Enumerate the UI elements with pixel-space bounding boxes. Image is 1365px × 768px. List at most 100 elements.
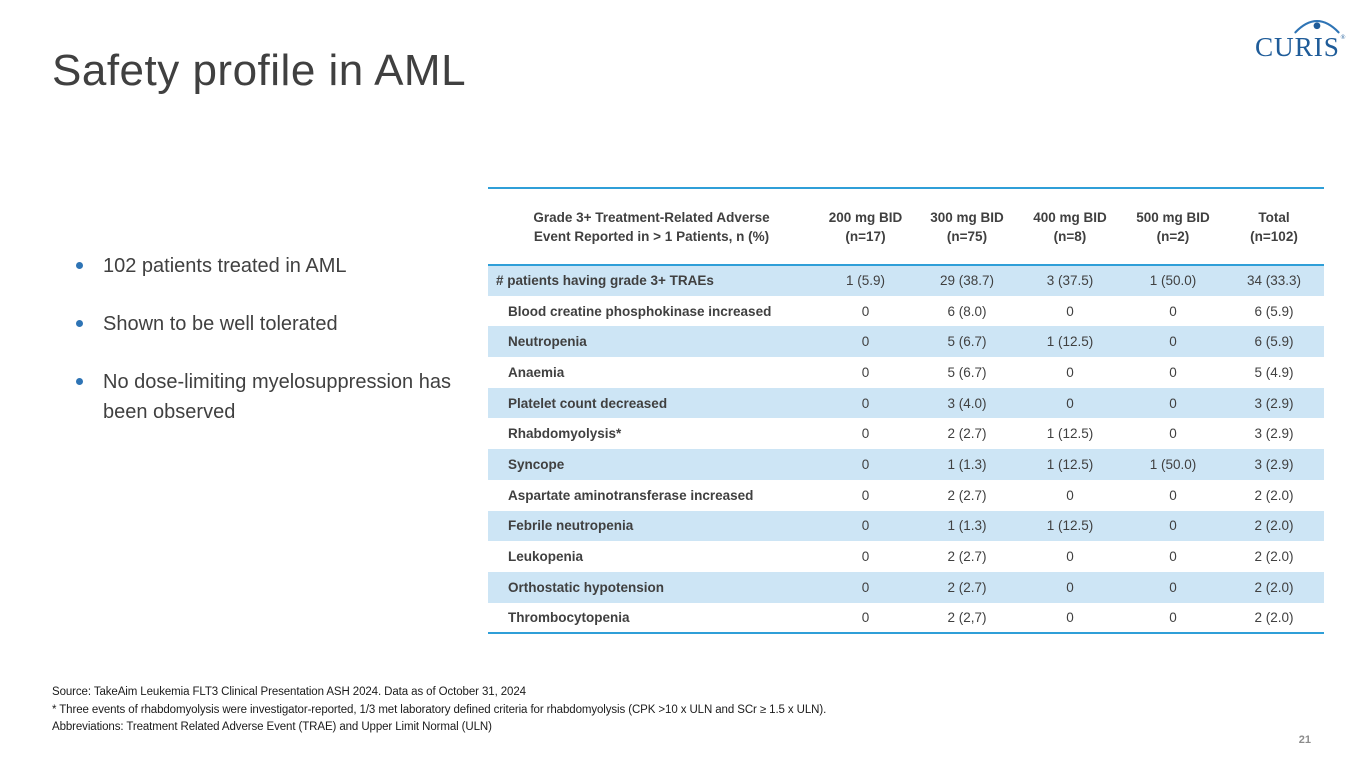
cell-value: 0 <box>1169 609 1177 625</box>
bullet-item: 102 patients treated in AML <box>76 251 476 281</box>
column-header-400mg: 400 mg BID (n=8) <box>1018 188 1122 266</box>
table-row: Syncope 0 1 (1.3) 1 (12.5) 1 (50.0) 3 (2… <box>488 449 1324 480</box>
cell-value: 3 (37.5) <box>1018 265 1122 296</box>
cell-value: 5 (6.7) <box>916 326 1018 358</box>
cell-value: 3 (2.9) <box>1224 449 1324 480</box>
cell-value: 1 (12.5) <box>1018 449 1122 480</box>
footnote-line: * Three events of rhabdomyolysis were in… <box>52 703 827 716</box>
cell-value: 0 <box>1066 303 1074 319</box>
cell-value: 2 (2.0) <box>1254 609 1294 625</box>
cell-value: 5 (6.7) <box>947 364 987 380</box>
logo-arc-icon <box>1294 20 1340 34</box>
cell-value: 0 <box>1122 326 1224 358</box>
column-header-500mg: 500 mg BID (n=2) <box>1122 188 1224 266</box>
cell-value: 0 <box>861 364 870 380</box>
cell-value: 0 <box>1169 426 1177 442</box>
cell-value: 0 <box>1169 303 1177 319</box>
cell-value: 0 <box>1018 387 1122 419</box>
curis-logo: CURIS ® <box>1254 13 1348 63</box>
cell-value: 2 (2,7) <box>947 609 987 625</box>
cell-value: 1 (1.3) <box>916 449 1018 480</box>
row-label: Orthostatic hypotension <box>488 571 815 603</box>
cell-value: 0 <box>1018 571 1122 603</box>
row-label: Platelet count decreased <box>488 387 815 419</box>
cell-value: 2 (2.0) <box>1254 487 1294 503</box>
bullet-item: No dose-limiting myelosuppression has be… <box>76 367 476 427</box>
cell-value: 3 (4.0) <box>916 387 1018 419</box>
cell-value: 6 (8.0) <box>947 303 987 319</box>
column-header-event: Grade 3+ Treatment-Related Adverse Event… <box>488 188 815 266</box>
cell-value: 1 (12.5) <box>1018 510 1122 542</box>
bullet-text: Shown to be well tolerated <box>103 313 338 335</box>
table-row: Platelet count decreased 0 3 (4.0) 0 0 3… <box>488 387 1324 419</box>
bullet-dot-icon <box>76 320 83 327</box>
table-row: Aspartate aminotransferase increased 0 2… <box>488 480 1324 511</box>
cell-value: 0 <box>1122 571 1224 603</box>
cell-value: 2 (2.0) <box>1224 510 1324 542</box>
cell-value: 0 <box>1066 364 1074 380</box>
cell-value: 0 <box>1169 487 1177 503</box>
cell-value: 0 <box>861 549 870 565</box>
cell-value: 2 (2.7) <box>947 426 987 442</box>
cell-value: 1 (50.0) <box>1122 449 1224 480</box>
table-row: Neutropenia 0 5 (6.7) 1 (12.5) 0 6 (5.9) <box>488 326 1324 358</box>
cell-value: 0 <box>815 510 916 542</box>
cell-value: 1 (5.9) <box>815 265 916 296</box>
cell-value: 0 <box>1122 510 1224 542</box>
table-row: Blood creatine phosphokinase increased 0… <box>488 296 1324 327</box>
cell-value: 1 (12.5) <box>1046 426 1094 442</box>
cell-value: 2 (2.7) <box>947 549 987 565</box>
table-row: Orthostatic hypotension 0 2 (2.7) 0 0 2 … <box>488 571 1324 603</box>
cell-value: 0 <box>815 449 916 480</box>
row-label: Anaemia <box>508 364 565 380</box>
page-title: Safety profile in AML <box>52 46 467 95</box>
table-header-row: Grade 3+ Treatment-Related Adverse Event… <box>488 188 1324 266</box>
cell-value: 0 <box>815 387 916 419</box>
column-header-total: Total (n=102) <box>1224 188 1324 266</box>
bullet-list: 102 patients treated in AML Shown to be … <box>76 251 476 455</box>
cell-value: 0 <box>815 571 916 603</box>
row-label: Thrombocytopenia <box>508 609 630 625</box>
row-label: Neutropenia <box>488 326 815 358</box>
cell-value: 3 (2.9) <box>1224 387 1324 419</box>
footnotes: Source: TakeAim Leukemia FLT3 Clinical P… <box>52 684 1032 737</box>
cell-value: 0 <box>1066 609 1074 625</box>
cell-value: 34 (33.3) <box>1224 265 1324 296</box>
cell-value: 29 (38.7) <box>916 265 1018 296</box>
registered-mark: ® <box>1340 34 1345 41</box>
row-label: Rhabdomyolysis* <box>508 426 622 442</box>
cell-value: 0 <box>1066 549 1074 565</box>
table-row: Febrile neutropenia 0 1 (1.3) 1 (12.5) 0… <box>488 510 1324 542</box>
row-label: Blood creatine phosphokinase increased <box>508 303 772 319</box>
cell-value: 0 <box>1066 487 1074 503</box>
cell-value: 0 <box>1169 364 1177 380</box>
adverse-events-table: Grade 3+ Treatment-Related Adverse Event… <box>488 187 1324 635</box>
cell-value: 2 (2.7) <box>947 487 987 503</box>
cell-value: 0 <box>1169 549 1177 565</box>
row-label: Leukopenia <box>508 549 584 565</box>
column-header-200mg: 200 mg BID (n=17) <box>815 188 916 266</box>
logo-dot-icon <box>1313 22 1321 30</box>
cell-value: 0 <box>861 487 870 503</box>
cell-value: 6 (5.9) <box>1224 326 1324 358</box>
cell-value: 6 (5.9) <box>1254 303 1294 319</box>
bullet-text: 102 patients treated in AML <box>103 255 347 277</box>
bullet-item: Shown to be well tolerated <box>76 309 476 339</box>
cell-value: 2 (2.7) <box>916 571 1018 603</box>
cell-value: 1 (12.5) <box>1018 326 1122 358</box>
cell-value: 0 <box>1122 387 1224 419</box>
footnote-line: Source: TakeAim Leukemia FLT3 Clinical P… <box>52 686 526 698</box>
cell-value: 3 (2.9) <box>1254 426 1294 442</box>
row-label: Syncope <box>488 449 815 480</box>
cell-value: 2 (2.0) <box>1254 549 1294 565</box>
table-row: Rhabdomyolysis* 0 2 (2.7) 1 (12.5) 0 3 (… <box>488 418 1324 449</box>
cell-value: 1 (1.3) <box>916 510 1018 542</box>
page-number: 21 <box>1298 734 1311 746</box>
table-row: # patients having grade 3+ TRAEs 1 (5.9)… <box>488 265 1324 296</box>
curis-logo-graphic: CURIS ® <box>1255 20 1345 62</box>
cell-value: 0 <box>861 609 870 625</box>
bullet-text: No dose-limiting myelosuppression has be… <box>103 371 451 423</box>
table-row: Anaemia 0 5 (6.7) 0 0 5 (4.9) <box>488 357 1324 388</box>
cell-value: 0 <box>815 326 916 358</box>
